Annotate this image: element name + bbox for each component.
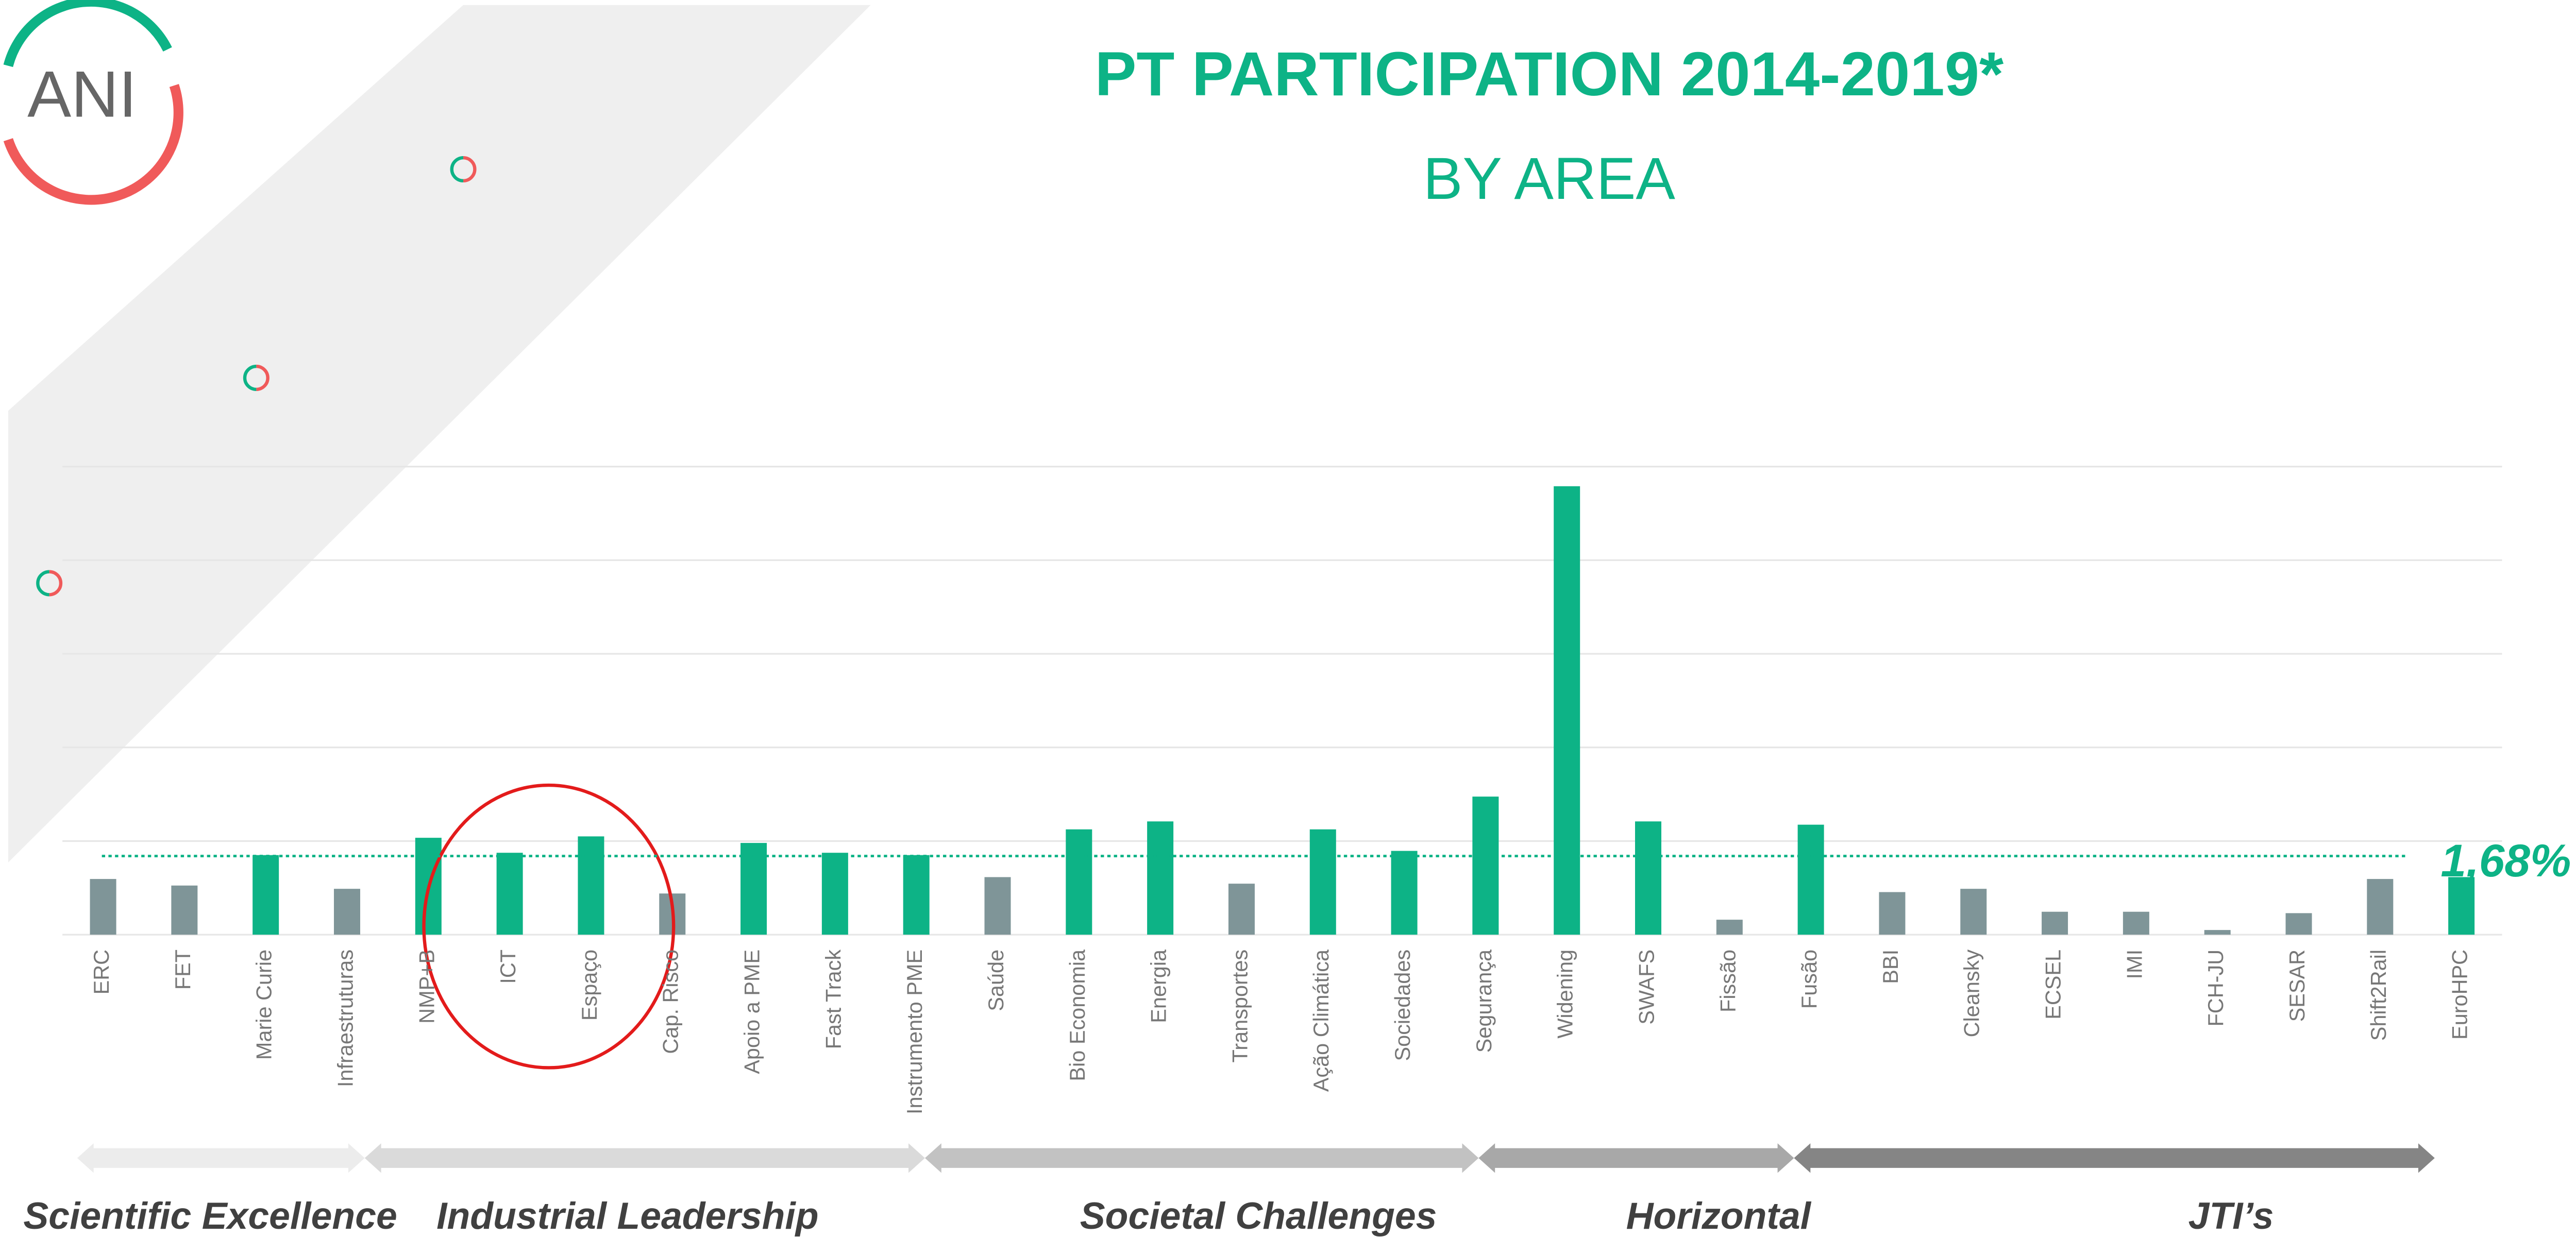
x-tick-label: Segurança [1472, 949, 1496, 1053]
x-tick-label: Apoio a PME [740, 950, 764, 1074]
x-tick-label: ICT [496, 950, 520, 984]
section-label: Scientific Excellence [23, 1195, 397, 1237]
bar [2123, 912, 2149, 935]
x-tick-label: Espaço [577, 950, 601, 1021]
bar [822, 853, 848, 935]
bar [1716, 920, 1743, 935]
x-tick-label: Cap. Risco [659, 950, 683, 1054]
bar [497, 853, 523, 935]
x-tick-label: SESAR [2285, 950, 2309, 1022]
x-tick-label: Bio Economia [1065, 949, 1089, 1081]
bar [1554, 486, 1580, 935]
x-tick-label: Fusão [1797, 950, 1821, 1009]
bar [1472, 797, 1499, 935]
highlight-circle [424, 785, 674, 1067]
x-tick-label: IMI [2122, 950, 2146, 979]
x-tick-label: Cleansky [1960, 950, 1984, 1038]
x-tick-label: Sociedades [1390, 950, 1415, 1061]
logo-text: ANI [27, 58, 137, 131]
x-tick-label: Infraestruturas [333, 950, 357, 1087]
bar [1391, 851, 1418, 935]
bar [334, 889, 360, 935]
section-arrow [925, 1143, 1478, 1173]
reference-label: 1,68% [2440, 835, 2571, 886]
x-tick-label: Fast Track [821, 950, 845, 1049]
bar [2367, 879, 2393, 935]
x-tick-label: BBI [1878, 950, 1902, 984]
x-tick-label: ERC [89, 950, 113, 995]
bar [252, 855, 279, 935]
bar [984, 877, 1011, 935]
x-tick-label: Instrumento PME [902, 950, 927, 1114]
bar [903, 855, 930, 935]
x-tick-label: EuroHPC [2448, 950, 2472, 1040]
bar [1147, 821, 1173, 935]
section-label: Societal Challenges [1080, 1195, 1437, 1237]
page: ANI PT PARTICIPATION 2014-2019* BY AREA … [0, 0, 2576, 1237]
bar [171, 886, 197, 935]
section-label: JTI’s [2188, 1195, 2274, 1237]
x-tick-label: NMP+B [414, 950, 439, 1024]
background-band [8, 5, 871, 862]
bar [1066, 829, 1092, 935]
x-tick-label: Fissão [1715, 950, 1740, 1012]
bar [1228, 884, 1255, 935]
x-tick-label: SWAFS [1634, 950, 1658, 1025]
section-arrow [1478, 1143, 1794, 1173]
section-arrow [365, 1143, 925, 1173]
x-tick-label: Energia [1147, 949, 1171, 1023]
section-label: Industrial Leadership [436, 1195, 818, 1237]
chart-title: PT PARTICIPATION 2014-2019* [1095, 39, 2004, 109]
chart: ANI PT PARTICIPATION 2014-2019* BY AREA … [0, 0, 2576, 1237]
section-label: Horizontal [1626, 1195, 1812, 1237]
x-tick-label: Saúde [984, 950, 1008, 1011]
chart-subtitle: BY AREA [1423, 146, 1676, 212]
bar [2042, 912, 2068, 935]
x-tick-label: Shift2Rail [2366, 950, 2390, 1041]
bar [2285, 913, 2312, 935]
section-arrow [1794, 1143, 2434, 1173]
bar [1960, 889, 1986, 935]
bar [90, 879, 116, 935]
x-tick-label: Marie Curie [252, 950, 276, 1060]
x-tick-label: FCH-JU [2203, 950, 2228, 1027]
bar [1798, 825, 1824, 935]
bar [578, 836, 604, 935]
x-tick-label: Transportes [1227, 950, 1252, 1063]
bar [1635, 821, 1661, 935]
x-tick-label: FET [171, 950, 195, 990]
x-tick-label: Widening [1553, 950, 1577, 1039]
section-arrow [77, 1143, 365, 1173]
bar [1310, 829, 1336, 935]
x-tick-label: ECSEL [2041, 950, 2065, 1020]
x-tick-label: Ação Climática [1309, 949, 1333, 1092]
bar [1879, 892, 1905, 935]
bar [2204, 930, 2231, 935]
